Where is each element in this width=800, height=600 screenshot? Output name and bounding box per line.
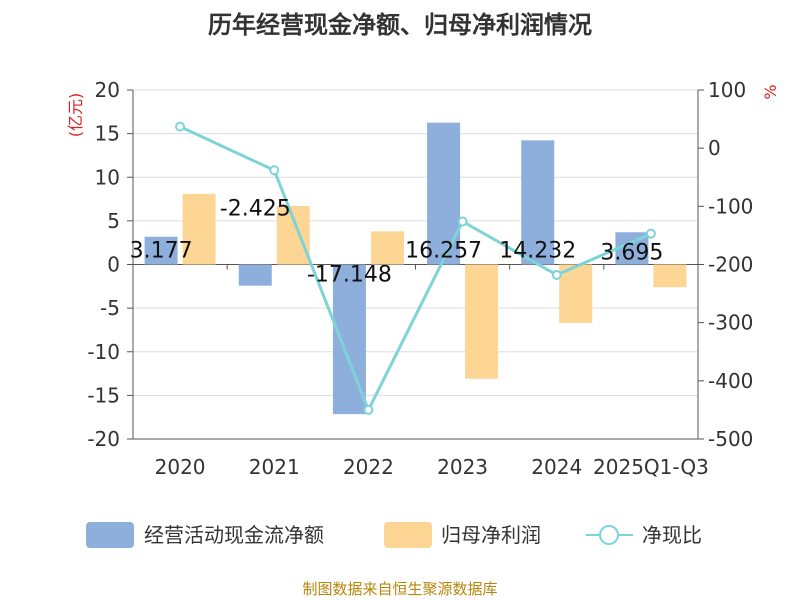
data-labels: 3.177 -2.425 -17.148 16.257 14.232 3.695 bbox=[130, 197, 664, 288]
x-tick-label-5: 2025Q1-Q3 bbox=[593, 455, 709, 479]
net-profit-bar-5 bbox=[653, 264, 687, 288]
left-tick-label-6: -10 bbox=[87, 340, 120, 364]
source-note: 制图数据来自恒生聚源数据库 bbox=[302, 580, 497, 598]
cash-flow-bar-4 bbox=[521, 140, 555, 265]
ratio-point-4 bbox=[551, 269, 562, 280]
x-tick-label-4: 2024 bbox=[531, 455, 582, 479]
right-tick-label-3: -200 bbox=[708, 253, 753, 277]
ratio-line bbox=[175, 121, 656, 415]
right-tick-label-4: -300 bbox=[708, 311, 753, 335]
legend-swatch-net-profit bbox=[384, 522, 432, 548]
cash-flow-bar-0 bbox=[144, 236, 178, 265]
cash-flow-data-label-4: 14.232 bbox=[499, 239, 576, 264]
left-tick-label-4: 0 bbox=[107, 253, 120, 277]
left-tick-label-7: -15 bbox=[87, 383, 120, 407]
right-axis-unit: % bbox=[761, 84, 780, 99]
left-tick-label-3: 5 bbox=[107, 209, 120, 233]
ratio-point-2 bbox=[363, 404, 374, 415]
left-tick-label-8: -20 bbox=[87, 427, 120, 451]
legend-swatch-ratio-marker bbox=[599, 525, 619, 545]
x-tick-label-1: 2021 bbox=[249, 455, 300, 479]
ratio-line-path bbox=[179, 125, 652, 414]
x-tick-label-3: 2023 bbox=[437, 455, 488, 479]
cash-flow-data-label-2: -17.148 bbox=[307, 263, 392, 288]
ratio-point-0 bbox=[175, 121, 186, 132]
left-tick-label-5: -5 bbox=[100, 296, 120, 320]
right-tick-label-5: -400 bbox=[708, 369, 753, 393]
left-tick-label-2: 10 bbox=[95, 165, 120, 189]
cash-flow-data-label-5: 3.695 bbox=[600, 240, 663, 265]
x-tick-label-0: 2020 bbox=[155, 455, 206, 479]
ratio-point-3 bbox=[457, 216, 468, 227]
cash-flow-bar-3 bbox=[427, 122, 461, 265]
ratio-point-1 bbox=[269, 165, 280, 176]
right-tick-label-0: 100 bbox=[708, 78, 746, 102]
axes bbox=[127, 89, 704, 440]
cash-flow-data-label-3: 16.257 bbox=[405, 239, 482, 264]
net-profit-bar-4 bbox=[559, 264, 593, 323]
legend-label-net-profit: 归母净利润 bbox=[441, 523, 541, 547]
left-axis-unit: (亿元) bbox=[66, 93, 85, 138]
ratio-point-5 bbox=[645, 228, 656, 239]
tick-labels: 20 15 10 5 0 -5 -10 -15 -20 100 0 -100 -200 -300 -400 -… bbox=[87, 78, 753, 479]
left-tick-label-0: 20 bbox=[95, 78, 120, 102]
cash-flow-data-label-0: 3.177 bbox=[130, 239, 193, 264]
legend-label-cash-flow: 经营活动现金流净额 bbox=[144, 523, 324, 547]
right-tick-label-2: -100 bbox=[708, 194, 753, 218]
legend-swatch-cash-flow bbox=[86, 522, 134, 548]
cash-flow-bar-1 bbox=[238, 264, 272, 286]
net-profit-bar-3 bbox=[465, 264, 499, 379]
net-profit-bar-0 bbox=[182, 193, 216, 265]
x-tick-label-2: 2022 bbox=[343, 455, 394, 479]
chart-title: 历年经营现金净额、归母净利润情况 bbox=[208, 11, 592, 39]
right-tick-label-1: 0 bbox=[708, 136, 721, 160]
bars bbox=[144, 122, 687, 415]
legend: 经营活动现金流净额 归母净利润 净现比 bbox=[86, 522, 702, 548]
cash-flow-data-label-1: -2.425 bbox=[220, 197, 291, 222]
left-tick-label-1: 15 bbox=[95, 122, 120, 146]
net-profit-bar-2 bbox=[370, 231, 404, 265]
legend-label-ratio: 净现比 bbox=[642, 523, 702, 547]
right-tick-label-6: -500 bbox=[708, 427, 753, 451]
